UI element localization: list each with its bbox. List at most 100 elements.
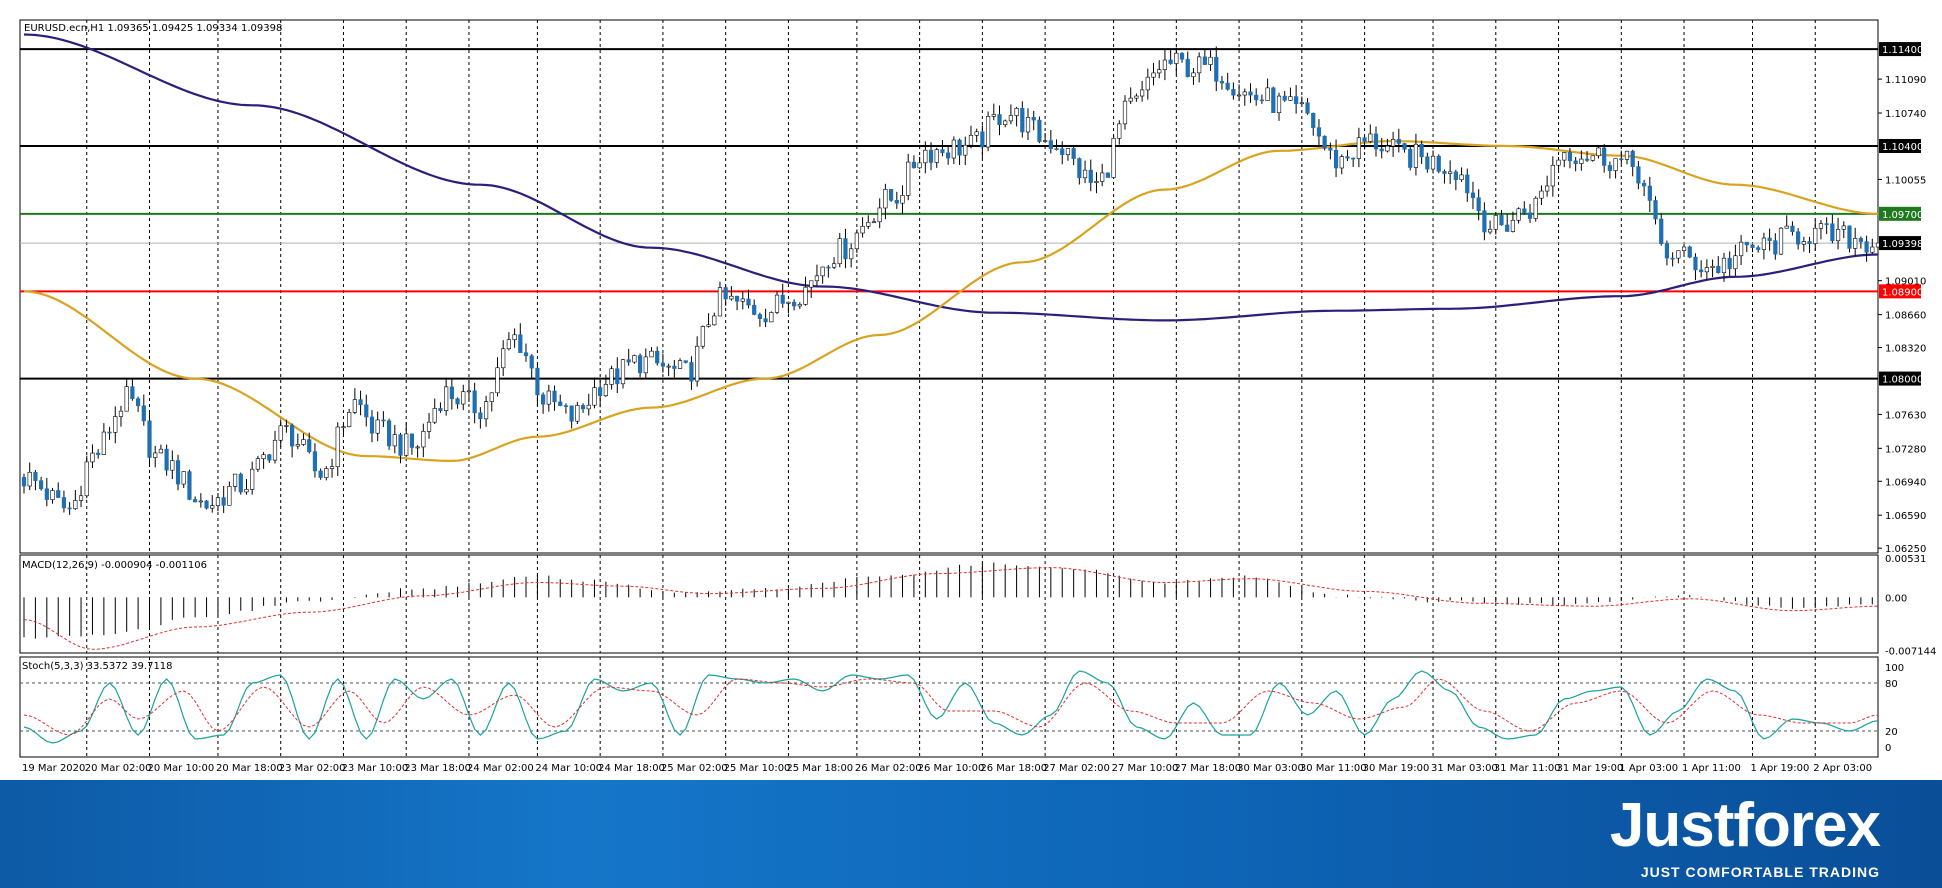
candle-body — [44, 488, 49, 500]
candle-body — [900, 195, 905, 204]
candle-body — [364, 404, 369, 418]
candle-body — [175, 460, 181, 485]
candle-body — [1271, 87, 1276, 113]
candle-body — [1476, 197, 1481, 212]
candle-body — [1157, 69, 1162, 74]
price-axis-label: 1.09010 — [1885, 277, 1926, 288]
time-axis-label: 20 Mar 10:00 — [148, 763, 215, 774]
candle-body — [301, 439, 306, 445]
candle-body — [820, 266, 825, 277]
candle-body — [1516, 208, 1521, 221]
candle-body — [1670, 257, 1675, 260]
candle-body — [1202, 56, 1207, 65]
candle-body — [1299, 102, 1304, 105]
candle-body — [495, 367, 500, 394]
candle-body — [1773, 240, 1778, 255]
time-axis-label: 20 Mar 02:00 — [85, 763, 152, 774]
candle-body — [1328, 148, 1333, 151]
candle-body — [655, 350, 660, 364]
candle-body — [1693, 256, 1698, 271]
stoch-axis-label: 80 — [1885, 679, 1898, 690]
candle-body — [113, 416, 118, 433]
level-label: 1.09700 — [1882, 210, 1923, 221]
level-label-box — [1879, 371, 1921, 386]
candle-body — [700, 326, 705, 347]
time-axis-label: 27 Mar 02:00 — [1043, 763, 1110, 774]
candle-body — [1094, 181, 1099, 183]
candle-body — [84, 461, 89, 497]
candle-body — [1567, 152, 1573, 162]
candle-body — [1550, 164, 1555, 187]
candle-body — [261, 454, 266, 459]
candle-body — [1630, 150, 1635, 167]
candle-body — [1756, 247, 1761, 250]
candle-body — [1499, 215, 1504, 226]
candle-body — [107, 431, 112, 434]
candle-body — [1602, 147, 1607, 166]
candle-body — [1060, 148, 1065, 156]
level-label-box — [1879, 236, 1921, 251]
candle-body — [1487, 228, 1493, 233]
candle-body — [637, 355, 643, 374]
stoch-panel-frame — [19, 656, 1879, 758]
candle-body — [1482, 210, 1487, 233]
candle-body — [1402, 143, 1407, 150]
time-axis-label: 24 Mar 10:00 — [535, 763, 602, 774]
candle-body — [1807, 241, 1812, 245]
candle-body — [712, 315, 717, 326]
candle-body — [1590, 155, 1595, 161]
level-label: 1.11400 — [1882, 45, 1923, 56]
candle-body — [461, 391, 466, 405]
candle-body — [523, 352, 529, 357]
candle-body — [740, 298, 745, 302]
candle-body — [1316, 127, 1322, 137]
candle-body — [569, 405, 574, 422]
candle-body — [586, 404, 591, 410]
candle-body — [1385, 145, 1390, 152]
candle-body — [27, 471, 32, 487]
candle-body — [917, 162, 922, 169]
candle-body — [734, 295, 740, 302]
level-label-box — [1879, 284, 1921, 299]
candle-body — [1322, 135, 1327, 149]
time-axis-label: 24 Mar 18:00 — [598, 763, 665, 774]
candle-body — [803, 286, 808, 305]
candle-body — [1168, 59, 1173, 64]
candle-body — [580, 405, 586, 410]
candle-body — [518, 334, 523, 354]
candle-body — [546, 390, 551, 405]
candle-body — [1265, 87, 1270, 101]
candle-body — [1008, 115, 1013, 122]
stoch-axis-label: 100 — [1885, 663, 1904, 674]
candle-body — [894, 200, 899, 204]
candle-body — [1117, 123, 1122, 139]
candle-body — [1236, 94, 1242, 97]
candle-body — [1191, 72, 1196, 78]
time-axis-label: 27 Mar 18:00 — [1174, 763, 1241, 774]
candle-body — [1391, 139, 1396, 147]
candle-body — [449, 386, 454, 400]
time-axis-label: 30 Mar 19:00 — [1363, 763, 1430, 774]
candle-body — [1276, 95, 1282, 113]
candle-body — [335, 426, 340, 467]
candle-body — [826, 266, 831, 269]
time-axis-label: 26 Mar 10:00 — [918, 763, 985, 774]
candle-body — [1368, 133, 1373, 142]
candle-body — [1294, 96, 1299, 104]
candle-body — [843, 238, 848, 260]
candle-body — [466, 390, 472, 393]
candle-body — [153, 452, 158, 458]
candle-body — [415, 446, 420, 449]
candle-body — [215, 497, 221, 507]
candle-body — [392, 434, 397, 447]
macd-axis-label: 0.00 — [1885, 593, 1907, 604]
candle-body — [483, 401, 489, 420]
macd-panel-frame — [19, 554, 1879, 654]
price-axis-label: 1.10740 — [1885, 109, 1926, 120]
candle-body — [666, 365, 671, 368]
candle-body — [1174, 52, 1179, 64]
candle-body — [501, 348, 506, 369]
brand-tagline: JUST COMFORTABLE TRADING — [1640, 864, 1880, 880]
candle-body — [603, 384, 608, 397]
